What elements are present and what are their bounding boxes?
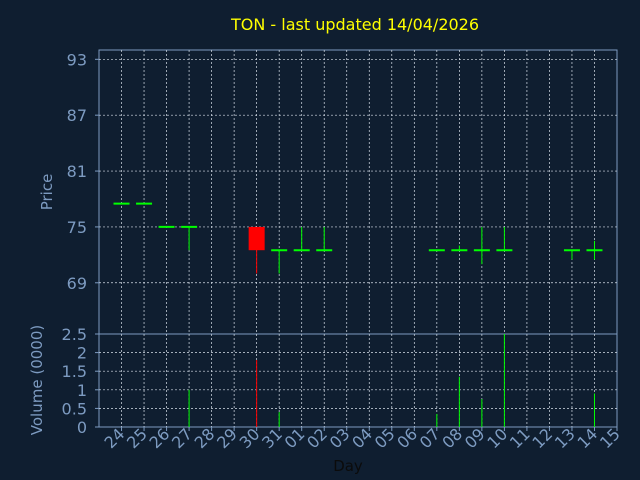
volume-tick-label: 1 — [77, 381, 87, 400]
volume-plot-frame — [98, 333, 618, 428]
x-tick-label: 15 — [596, 424, 624, 452]
x-axis-label: Day — [333, 457, 363, 475]
candle-body — [248, 226, 265, 251]
price-plot-frame — [98, 49, 618, 335]
volume-tick-label: 1.5 — [62, 362, 87, 381]
x-ticks: 2425262728293031010203040506070809101112… — [101, 424, 624, 452]
price-tick-label: 93 — [67, 50, 87, 69]
volume-tick-label: 0.5 — [62, 399, 87, 418]
chart-title: TON - last updated 14/04/2026 — [230, 15, 479, 34]
price-grid — [99, 50, 617, 334]
price-axis-label: Price — [38, 174, 56, 211]
volume-y-ticks: 00.511.522.5 — [62, 325, 99, 437]
price-tick-label: 87 — [67, 106, 87, 125]
volume-tick-label: 2 — [77, 344, 87, 363]
volume-grid — [99, 334, 617, 427]
volume-panel: 00.511.522.5 Volume (0000) — [28, 325, 618, 437]
price-panel: 93 87 81 75 69 Price — [38, 49, 618, 335]
price-y-ticks: 93 87 81 75 69 — [67, 50, 99, 293]
volume-tick-label: 0 — [77, 418, 87, 437]
volume-axis-label: Volume (0000) — [28, 325, 46, 435]
price-tick-label: 75 — [67, 218, 87, 237]
price-tick-label: 81 — [67, 162, 87, 181]
volume-bars — [188, 334, 595, 427]
price-tick-label: 69 — [67, 274, 87, 293]
volume-tick-label: 2.5 — [62, 325, 87, 344]
candles — [113, 202, 603, 274]
